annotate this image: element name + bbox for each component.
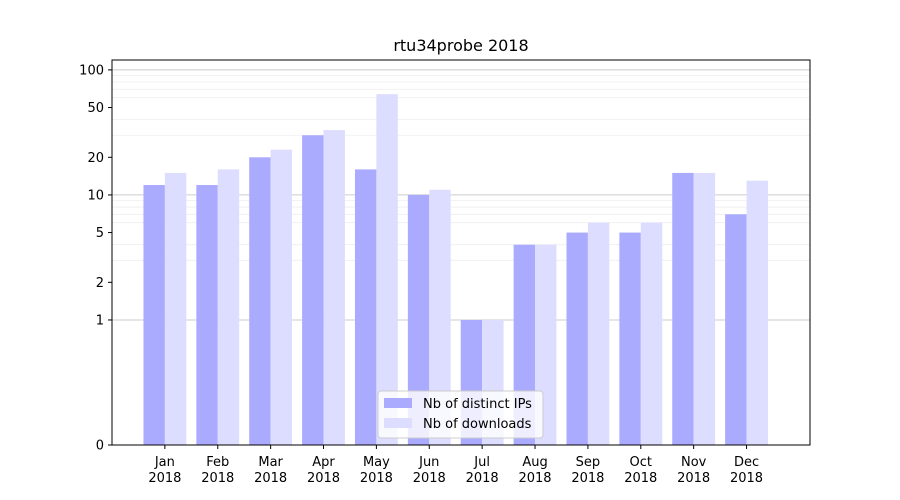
bar [407,194,430,445]
y-tick-label: 2 [96,276,104,291]
bar [217,169,240,445]
y-tick-label: 0 [96,439,104,454]
x-tick-label-year: 2018 [148,471,181,486]
bar [566,232,588,445]
bar [354,169,377,445]
bar [693,172,716,445]
legend-swatch [384,418,412,428]
legend-box [377,390,544,439]
legend-label: Nb of downloads [423,417,532,432]
bar [587,222,610,445]
y-tick-label: 1 [96,313,104,328]
x-tick-label-year: 2018 [307,471,340,486]
x-tick-label-month: Jul [473,455,490,470]
x-axis: Jan2018Feb2018Mar2018Apr2018May2018Jun20… [148,445,763,486]
legend: Nb of distinct IPs Nb of downloads [377,390,544,439]
bar [323,130,345,445]
x-tick-label-year: 2018 [254,471,287,486]
bar [302,135,324,445]
x-tick-label-year: 2018 [624,471,657,486]
y-axis: 0 1 2 5 10 20 50 100 [79,63,112,454]
plot-frame [111,59,811,446]
x-tick-label-month: Feb [206,455,229,470]
x-tick-label-month: Dec [734,455,759,470]
bar [619,232,641,445]
x-tick-label-month: Oct [630,455,652,470]
bar [376,94,398,446]
x-tick-label-year: 2018 [518,471,551,486]
y-tick-label: 50 [87,101,104,116]
bar [429,189,451,445]
x-tick-label-month: Sep [576,455,601,470]
bar [164,172,187,445]
chart-title: rtu34probe 2018 [393,36,528,55]
x-tick-label-year: 2018 [360,471,393,486]
x-tick-label-month: Aug [522,455,547,470]
y-tick-label: 100 [79,63,104,78]
x-tick-label-year: 2018 [413,471,446,486]
x-tick-label-month: Nov [681,455,707,470]
y-tick-label: 10 [87,188,104,203]
y-tick-label: 20 [87,151,104,166]
bar [640,222,663,445]
x-tick-label-month: Mar [258,455,283,470]
y-tick-label: 5 [96,226,104,241]
legend-label: Nb of distinct IPs [423,397,532,412]
legend-swatch [384,398,412,408]
x-tick-label-year: 2018 [730,471,763,486]
bar [249,157,271,445]
bar [746,180,768,445]
x-tick-label-month: Jun [418,455,439,470]
bar [196,185,218,445]
x-tick-label-year: 2018 [201,471,234,486]
x-tick-label-year: 2018 [466,471,499,486]
x-tick-label-month: May [363,455,390,470]
x-tick-label-year: 2018 [677,471,710,486]
bar [143,185,165,445]
x-tick-label-month: Apr [312,455,335,470]
x-tick-label-year: 2018 [571,471,604,486]
bar [270,149,293,446]
x-tick-label-month: Jan [154,455,175,470]
bar [725,214,747,445]
bar [672,172,694,445]
